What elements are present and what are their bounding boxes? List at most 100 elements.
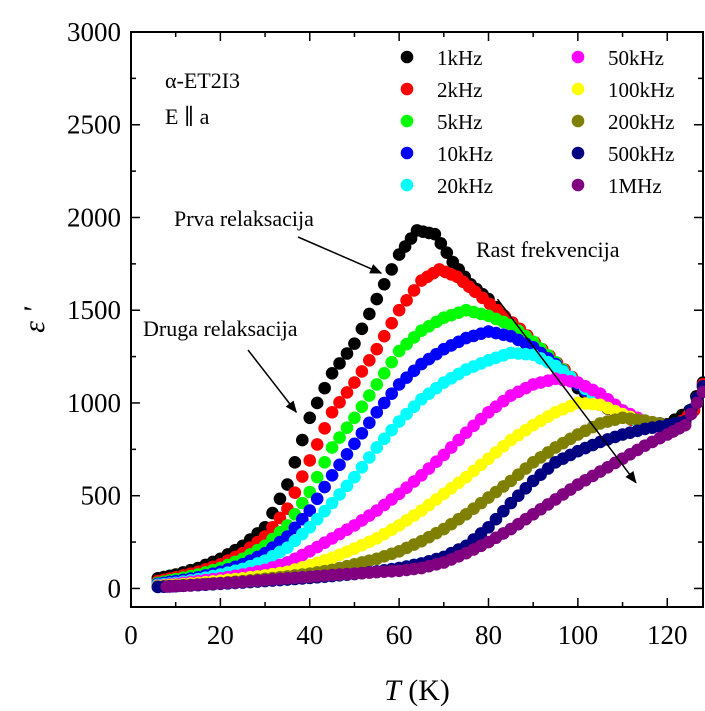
data-point [296,512,309,526]
data-point [310,396,324,410]
legend-marker [400,114,414,128]
y-tick-label: 3000 [67,17,121,47]
data-point [318,480,331,494]
sample-label: α-ET2I3 [165,68,240,93]
legend-marker [400,82,414,96]
x-tick-label: 0 [124,620,138,650]
x-tick-label: 120 [647,620,688,650]
data-point [690,396,704,410]
data-point [333,396,346,409]
data-point [310,492,324,506]
annotation-second-relaxation: Druga relaksacija [143,316,298,341]
data-point [348,437,361,451]
data-point [377,432,391,446]
x-tick-label: 40 [296,620,323,650]
y-tick-label: 500 [81,481,122,511]
data-point [355,460,369,474]
data-point [340,347,354,360]
data-points [151,224,705,594]
legend-marker [571,82,585,96]
data-point [325,441,339,454]
legend-label: 100kHz [608,78,675,102]
legend-marker [571,114,585,128]
axis-ticks [130,31,703,607]
data-point [377,329,391,343]
data-point [696,385,705,399]
data-point [303,520,317,534]
data-point [318,381,331,395]
legend-marker [400,146,414,160]
data-point [303,504,317,517]
data-point [318,504,331,518]
data-point [370,292,384,306]
data-point [363,451,376,464]
data-point [377,366,391,380]
y-tick-label: 2500 [67,110,121,140]
data-point [310,470,324,484]
data-point [340,386,354,399]
x-tick-label: 100 [558,620,599,650]
annotation-arrow-second-relaxation [247,349,297,414]
legend-label: 50kHz [608,46,664,70]
data-point [482,520,495,534]
data-point [363,416,376,430]
data-point [348,411,361,425]
data-point [325,496,339,510]
data-point [325,366,339,380]
data-point [440,246,454,260]
annotation-first-relaxation: Prva relaksacija [174,206,314,231]
y-tick-label: 2000 [67,202,121,232]
legend-label: 1kHz [437,46,483,70]
data-point [333,357,346,370]
data-point [325,405,339,419]
legend-marker [400,50,414,64]
data-point [333,488,346,501]
legend-marker [571,146,585,160]
data-point [363,389,376,402]
data-point [318,422,331,435]
data-point [288,486,302,499]
data-point [325,469,339,482]
data-point [355,365,369,378]
data-point [355,322,369,336]
data-point [355,426,369,440]
x-axis-unit: (K) [401,674,450,707]
legend-label: 2kHz [437,78,483,102]
legend-label: 500kHz [608,142,675,166]
data-point [348,376,361,389]
data-point [392,303,406,317]
data-point [385,355,398,369]
data-point [303,411,317,425]
data-point [385,387,398,400]
data-point [296,433,309,447]
data-point [434,237,448,250]
legend-label: 5kHz [437,110,483,134]
legend-label: 10kHz [437,142,493,166]
legend-marker [571,178,585,192]
annotation-arrow-first-relaxation [297,236,383,274]
x-tick-label: 20 [207,620,234,650]
legend-label: 1MHz [608,174,662,198]
y-tick-label: 1000 [67,388,121,418]
y-axis-title: ε ' [18,307,51,333]
plot-area [130,31,704,608]
data-point [288,456,302,469]
annotation-frequency-increase: Rast frekvencija [476,237,620,262]
x-axis-title: T (K) [384,674,450,707]
data-point [407,284,421,297]
data-point [385,316,398,330]
legend-label: 20kHz [437,174,493,198]
legend: 1kHz 2kHz 5kHz 10kHz 20kHz 50kHz 100kHz 200kHz 5… [400,46,675,198]
data-point [363,307,376,321]
data-point [333,431,346,444]
data-point [340,479,354,493]
data-point [310,438,324,451]
data-point [678,418,692,432]
data-point [348,337,361,350]
data-point [318,456,331,469]
y-tick-label: 1500 [67,295,121,325]
legend-label: 200kHz [608,110,675,134]
data-point [385,263,398,276]
data-point [296,470,309,483]
